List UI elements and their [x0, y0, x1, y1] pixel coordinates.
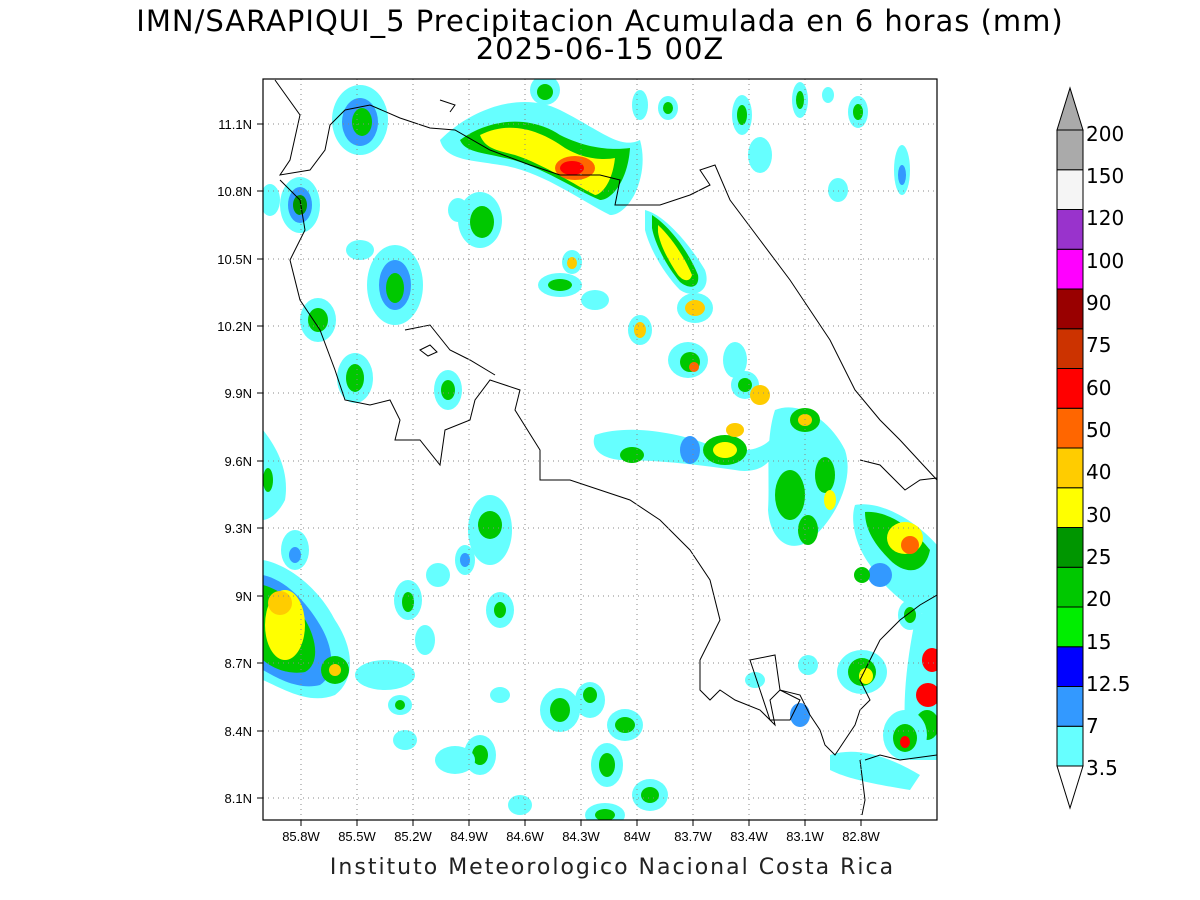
colorbar-label: 100: [1086, 249, 1124, 273]
colorbar-label: 90: [1086, 291, 1111, 315]
lat-tick-label: 9.9N: [225, 386, 252, 401]
colorbar-label: 40: [1086, 460, 1111, 484]
map-frame: [262, 78, 938, 821]
lon-tick-label: 85.5W: [338, 829, 376, 844]
lat-tick-label: 11.1N: [218, 117, 252, 132]
lon-tick-label: 82.8W: [842, 829, 880, 844]
colorbar-segment: [1056, 169, 1084, 210]
lake-nicaragua-shore: [439, 99, 456, 113]
footer-credit: Instituto Meteorologico Nacional Costa R…: [329, 855, 896, 880]
lat-tick-label: 8.1N: [225, 791, 252, 806]
colorbar-segment: [1056, 328, 1084, 369]
rain-cell-north-west: [263, 85, 462, 410]
colorbar-label: 200: [1086, 122, 1124, 146]
colorbar-segment: [1056, 686, 1084, 727]
lat-tick-label: 10.2N: [217, 319, 252, 334]
tick-marks: [257, 123, 862, 826]
rain-band-north: [440, 79, 643, 248]
small-island: [419, 344, 438, 357]
rain-cell-south-offshore: [393, 672, 765, 820]
grid: [263, 79, 937, 820]
colorbar-segment: [1056, 646, 1084, 687]
rain-cell-pacific: [263, 430, 514, 715]
colorbar-segments: [1056, 129, 1084, 767]
lat-tick-label: 9.6N: [225, 454, 252, 469]
colorbar-label: 60: [1086, 376, 1111, 400]
colorbar-label: 12.5: [1086, 672, 1131, 696]
lon-tick-label: 84W: [624, 829, 651, 844]
colorbar-label: 120: [1086, 206, 1124, 230]
lat-tick-label: 10.8N: [217, 184, 252, 199]
lon-tick-label: 83.4W: [730, 829, 768, 844]
colorbar-segment: [1056, 527, 1084, 568]
colorbar-over-arrow: [1056, 86, 1084, 131]
lon-tick-label: 84.9W: [450, 829, 488, 844]
coastlines: [274, 79, 937, 816]
colorbar-segment: [1056, 606, 1084, 648]
lon-tick-label: 85.2W: [394, 829, 432, 844]
colorbar-label: 25: [1086, 545, 1111, 569]
colorbar-under-arrow: [1056, 765, 1084, 810]
precipitation-field: [263, 79, 937, 820]
lat-tick-label: 9N: [235, 589, 252, 604]
colorbar-label: 3.5: [1086, 756, 1118, 780]
rain-cell-north-east: [632, 82, 910, 202]
panama-border: [859, 459, 937, 491]
rain-band-caribbean: [538, 210, 773, 471]
lon-tick-label: 84.6W: [506, 829, 544, 844]
lat-tick-label: 9.3N: [225, 521, 252, 536]
colorbar-segment: [1056, 209, 1084, 250]
colorbar-segment: [1056, 129, 1084, 171]
lon-tick-label: 85.8W: [282, 829, 320, 844]
pacific-coast: [274, 79, 937, 481]
map-date: 2025-06-15 00Z: [475, 32, 725, 66]
colorbar: 200 150 120 100 90 75 60 50 40 30 25 20 …: [1056, 86, 1131, 810]
colorbar-label: 30: [1086, 503, 1111, 527]
colorbar-label: 50: [1086, 418, 1111, 442]
colorbar-label: 150: [1086, 164, 1124, 188]
colorbar-segment: [1056, 248, 1084, 290]
lon-tick-label: 83.1W: [786, 829, 824, 844]
rain-band-south-east: [768, 407, 937, 790]
map-title: IMN/SARAPIQUI_5 Precipitacion Acumulada …: [136, 4, 1064, 38]
osa-peninsula: [749, 654, 801, 721]
lat-tick-labels: 11.1N 10.8N 10.5N 10.2N 9.9N 9.6N 9.3N 9…: [217, 117, 252, 806]
colorbar-segment: [1056, 487, 1084, 528]
lon-tick-label: 83.7W: [674, 829, 712, 844]
colorbar-label: 20: [1086, 587, 1111, 611]
colorbar-labels: 200 150 120 100 90 75 60 50 40 30 25 20 …: [1086, 122, 1131, 780]
colorbar-label: 15: [1086, 630, 1111, 654]
colorbar-segment: [1056, 288, 1084, 330]
lon-tick-labels: 85.8W 85.5W 85.2W 84.9W 84.6W 84.3W 84W …: [282, 829, 880, 844]
colorbar-segment: [1056, 368, 1084, 409]
colorbar-label: 7: [1086, 714, 1099, 738]
colorbar-segment: [1056, 566, 1084, 608]
lat-tick-label: 8.4N: [225, 724, 252, 739]
lon-tick-label: 84.3W: [562, 829, 600, 844]
colorbar-label: 75: [1086, 333, 1111, 357]
lat-tick-label: 8.7N: [225, 656, 252, 671]
lat-tick-label: 10.5N: [217, 252, 252, 267]
burica: [859, 754, 937, 816]
gulf-nicoya: [404, 324, 496, 376]
nicoya-coast: [279, 179, 937, 756]
colorbar-segment: [1056, 725, 1084, 767]
colorbar-segment: [1056, 407, 1084, 449]
colorbar-segment: [1056, 447, 1084, 489]
